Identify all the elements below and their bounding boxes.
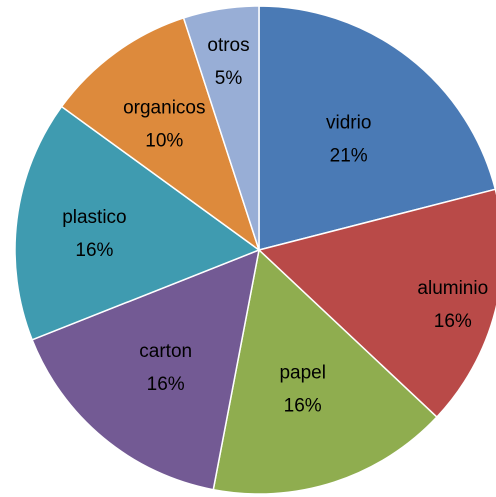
pie-slice-papel [212,248,438,495]
slice-category-label: plastico [62,207,126,228]
slice-category-label: otros [207,35,249,56]
pie-slice-plastico [14,105,261,341]
slice-category-label: aluminio [417,278,488,299]
slice-value-label: 16% [147,374,185,395]
slice-value-label: 21% [330,145,368,166]
pie-slice-otros [182,5,260,251]
pie-slice-vidrio [258,5,496,251]
slice-category-label: vidrio [326,112,371,133]
pie-slice-aluminio [257,188,496,419]
slice-value-label: 16% [75,240,113,261]
slice-category-label: organicos [123,98,205,119]
pie-slice-carton [31,248,260,491]
slice-value-label: 5% [215,68,243,89]
slice-value-label: 16% [434,311,472,332]
slice-value-label: 16% [284,396,322,417]
slice-category-label: carton [139,341,192,362]
slice-value-label: 10% [145,131,183,152]
slice-category-label: papel [279,363,326,384]
pie-slices [14,5,496,495]
pie-slice-organicos [60,16,261,252]
pie-labels: vidrio 21% aluminio 16% papel 16% carton 16% pla… [62,35,488,416]
